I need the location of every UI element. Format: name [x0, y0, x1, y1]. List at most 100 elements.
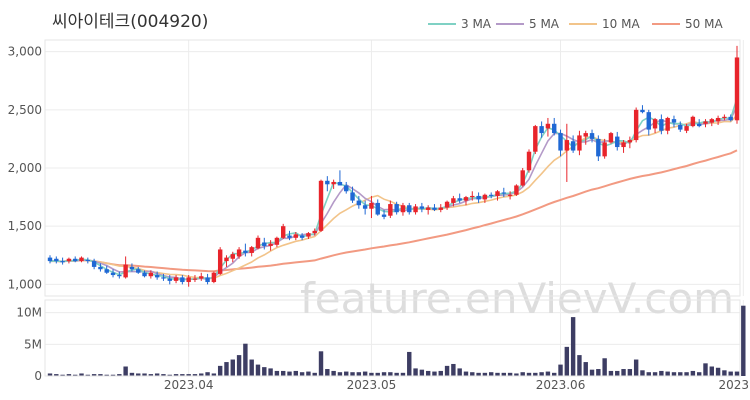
candle-body: [495, 191, 500, 196]
candle-body: [444, 201, 450, 208]
volume-bar: [293, 370, 299, 376]
price-tick-label: 3,000: [8, 45, 42, 59]
candle-body: [161, 277, 166, 279]
volume-bar: [741, 305, 746, 376]
volume-bar: [539, 372, 544, 376]
volume-bar: [350, 372, 355, 376]
price-axis: 1,000 1,500 2,000 2,500 3,000: [8, 45, 42, 292]
candle-body: [205, 277, 210, 283]
candle-body: [425, 207, 431, 210]
candle-body: [110, 272, 116, 276]
volume-bar: [476, 372, 481, 376]
candle-body: [211, 272, 217, 283]
candle-body: [312, 230, 317, 234]
volume-bar: [211, 373, 217, 376]
volume-bar: [425, 370, 431, 376]
candle-body: [142, 272, 147, 277]
volume-bar: [451, 363, 456, 376]
volume-bar: [678, 372, 683, 376]
candle-body: [362, 205, 368, 209]
volume-bar: [375, 372, 380, 376]
candle-body: [570, 141, 576, 151]
candle-body: [306, 233, 311, 237]
candle-body: [394, 204, 399, 213]
volume-bar: [526, 372, 532, 376]
volume-bar: [154, 373, 160, 376]
volume-axis: 0 5M 10M: [16, 306, 42, 383]
candle-body: [621, 142, 626, 148]
candle-body: [696, 123, 702, 127]
candle-body: [47, 257, 53, 262]
candle-body: [476, 195, 481, 200]
candle-body: [192, 278, 198, 280]
candle-body: [154, 275, 160, 278]
volume-bar: [280, 370, 286, 376]
volume-tick-label: 10M: [16, 306, 42, 320]
candle-body: [199, 276, 204, 279]
volume-bar: [684, 372, 689, 376]
volume-bar: [470, 372, 475, 376]
volume-bar: [331, 370, 336, 376]
volume-bar: [148, 374, 154, 376]
candle-body: [299, 235, 305, 238]
candle-body: [734, 57, 740, 121]
candle-body: [173, 277, 179, 281]
volume-bar: [274, 370, 280, 376]
volume-bar: [79, 373, 84, 376]
volume-bar: [432, 371, 437, 376]
candle-body: [552, 123, 557, 134]
volume-bar: [230, 359, 235, 376]
volume-bar: [463, 371, 469, 376]
candle-body: [117, 275, 122, 277]
candle-body: [583, 133, 588, 137]
candle-body: [526, 151, 532, 171]
candle-body: [488, 194, 494, 196]
volume-bar: [104, 374, 109, 376]
candle-body: [325, 180, 330, 185]
candle-body: [438, 207, 443, 210]
volume-bar: [255, 364, 261, 376]
volume-bar: [633, 359, 639, 376]
candle-body: [287, 235, 292, 238]
volume-bar: [482, 372, 488, 376]
candle-body: [249, 247, 254, 253]
legend-label: 50 MA: [685, 17, 723, 31]
ma-50-line: [50, 149, 738, 273]
volume-bar: [129, 372, 135, 376]
volume-bar: [615, 370, 620, 376]
volume-bar: [217, 365, 223, 376]
candle-body: [507, 194, 513, 196]
volume-bar: [142, 373, 147, 376]
candle-body: [457, 198, 462, 201]
date-tick-label: 2023.05: [347, 378, 397, 392]
volume-bar: [180, 374, 185, 376]
volume-bar: [646, 372, 651, 376]
volume-bar: [287, 371, 292, 376]
candle-body: [728, 116, 733, 121]
candle-body: [640, 109, 645, 113]
candle-body: [520, 170, 525, 186]
volume-bar: [709, 366, 714, 376]
date-axis: 2023.04 2023.05 2023.06 2023.07: [164, 378, 750, 392]
candle-body: [123, 264, 128, 278]
candle-body: [407, 205, 412, 213]
volume-bar: [608, 370, 614, 376]
volume-bar: [85, 374, 91, 376]
candle-body: [280, 226, 286, 238]
volume-bar: [407, 351, 412, 376]
volume-bar: [205, 372, 210, 376]
price-panel-frame: [44, 39, 741, 297]
volume-bar: [54, 374, 59, 376]
candle-body: [388, 204, 393, 216]
volume-bar: [98, 374, 103, 376]
candle-body: [608, 133, 614, 143]
volume-bar: [224, 362, 229, 376]
volume-bar: [199, 373, 204, 376]
volume-bar: [117, 374, 122, 376]
volume-bar: [91, 374, 97, 376]
candle-body: [463, 197, 469, 201]
price-tick-label: 1,000: [8, 277, 42, 291]
price-tick-label: 2,000: [8, 161, 42, 175]
candle-body: [602, 142, 607, 157]
